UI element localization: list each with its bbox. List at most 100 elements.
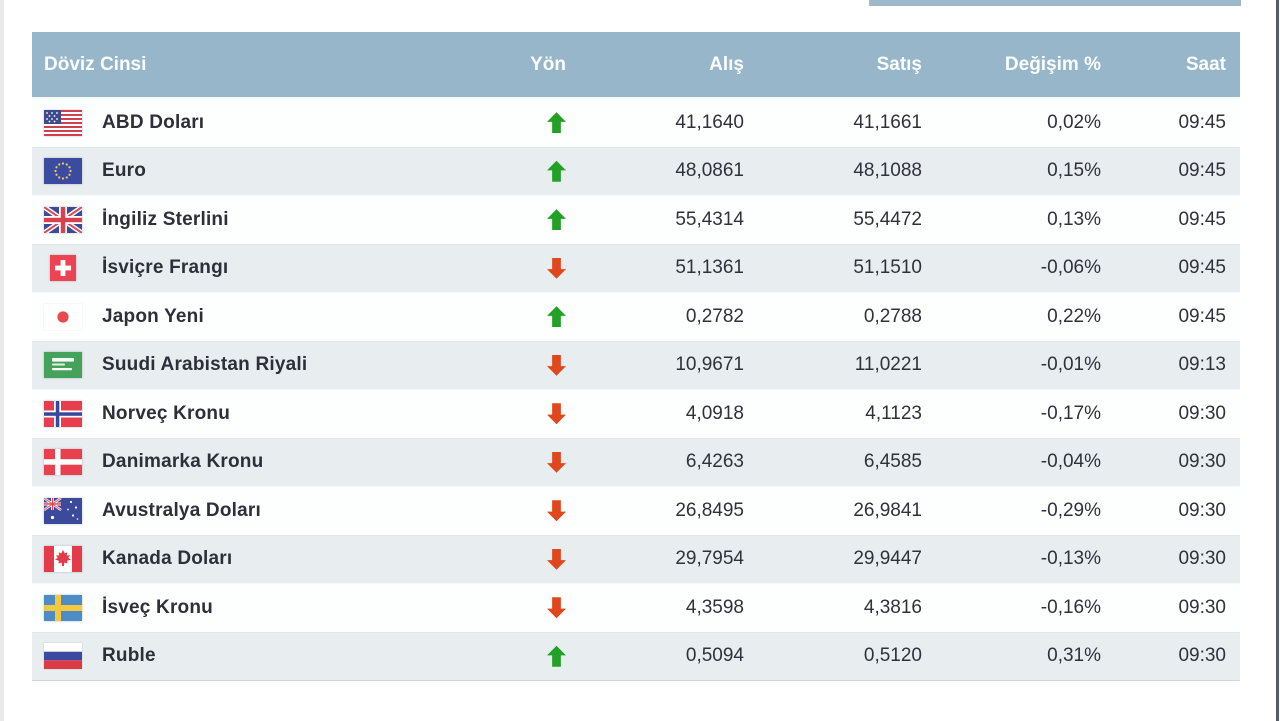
change-value: 0,15% bbox=[1047, 160, 1101, 182]
time-value: 09:30 bbox=[1178, 596, 1226, 618]
time-value: 09:45 bbox=[1178, 305, 1226, 327]
currency-name: ABD Doları bbox=[102, 111, 205, 133]
column-header-sell: Satış bbox=[876, 53, 922, 75]
change-value: 0,02% bbox=[1047, 111, 1101, 133]
flag-dk-icon bbox=[44, 449, 82, 476]
direction-arrow-icon bbox=[547, 597, 566, 619]
buy-value: 0,5094 bbox=[685, 645, 744, 667]
table-body: ABD Doları 41,1640 41,1661 0,02% 09:45 E… bbox=[32, 98, 1240, 680]
right-edge-divider bbox=[1276, 0, 1279, 721]
time-value: 09:30 bbox=[1178, 402, 1226, 424]
table-row[interactable]: Euro 48,0861 48,1088 0,15% 09:45 bbox=[32, 146, 1240, 195]
left-edge-strip bbox=[0, 0, 4, 721]
direction-arrow-icon bbox=[547, 500, 566, 522]
currency-name: İsveç Kronu bbox=[102, 596, 213, 618]
buy-value: 4,0918 bbox=[685, 402, 744, 424]
direction-arrow-icon bbox=[547, 548, 566, 570]
currency-name: Norveç Kronu bbox=[102, 402, 231, 424]
time-value: 09:30 bbox=[1178, 645, 1226, 667]
buy-value: 51,1361 bbox=[675, 257, 744, 279]
flag-au-icon bbox=[44, 497, 82, 524]
buy-value: 4,3598 bbox=[685, 596, 744, 618]
time-value: 09:13 bbox=[1178, 354, 1226, 376]
direction-arrow-icon bbox=[547, 645, 566, 667]
change-value: -0,01% bbox=[1040, 354, 1101, 376]
table-row[interactable]: Kanada Doları 29,7954 29,9447 -0,13% 09:… bbox=[32, 534, 1240, 583]
time-value: 09:30 bbox=[1178, 499, 1226, 521]
direction-arrow-icon bbox=[547, 160, 566, 182]
change-value: -0,16% bbox=[1040, 596, 1101, 618]
sell-value: 4,1123 bbox=[865, 402, 922, 424]
table-row[interactable]: İngiliz Sterlini 55,4314 55,4472 0,13% 0… bbox=[32, 195, 1240, 244]
column-header-buy: Alış bbox=[709, 53, 744, 75]
change-value: 0,31% bbox=[1047, 645, 1101, 667]
direction-arrow-icon bbox=[547, 257, 566, 279]
table-row[interactable]: İsviçre Frangı 51,1361 51,1510 -0,06% 09… bbox=[32, 243, 1240, 292]
column-header-time: Saat bbox=[1185, 53, 1226, 75]
buy-value: 0,2782 bbox=[685, 305, 744, 327]
table-row[interactable]: Japon Yeni 0,2782 0,2788 0,22% 09:45 bbox=[32, 292, 1240, 341]
column-header-direction: Yön bbox=[530, 53, 566, 75]
flag-se-icon bbox=[44, 594, 82, 621]
buy-value: 10,9671 bbox=[675, 354, 744, 376]
time-value: 09:45 bbox=[1178, 111, 1226, 133]
sell-value: 51,1510 bbox=[853, 257, 922, 279]
flag-sa-icon bbox=[44, 352, 82, 379]
table-row[interactable]: Ruble 0,5094 0,5120 0,31% 09:30 bbox=[32, 631, 1240, 680]
table-row[interactable]: Avustralya Doları 26,8495 26,9841 -0,29%… bbox=[32, 486, 1240, 535]
flag-no-icon bbox=[44, 400, 82, 427]
direction-arrow-icon bbox=[547, 354, 566, 376]
table-header-row: Döviz Cinsi Yön Alış Satış Değişim % Saa… bbox=[32, 32, 1240, 98]
flag-gb-icon bbox=[44, 206, 82, 233]
buy-value: 48,0861 bbox=[675, 160, 744, 182]
time-value: 09:30 bbox=[1178, 451, 1226, 473]
sell-value: 48,1088 bbox=[853, 160, 922, 182]
currency-name: İsviçre Frangı bbox=[102, 257, 229, 279]
currency-name: Kanada Doları bbox=[102, 548, 233, 570]
exchange-rate-table: Döviz Cinsi Yön Alış Satış Değişim % Saa… bbox=[32, 32, 1240, 681]
currency-name: İngiliz Sterlini bbox=[102, 208, 229, 230]
currency-name: Suudi Arabistan Riyali bbox=[102, 354, 308, 376]
flag-eu-icon bbox=[44, 158, 82, 185]
buy-value: 55,4314 bbox=[675, 208, 744, 230]
flag-ru-icon bbox=[44, 643, 82, 670]
table-row[interactable]: İsveç Kronu 4,3598 4,3816 -0,16% 09:30 bbox=[32, 583, 1240, 632]
flag-us-icon bbox=[44, 109, 82, 136]
change-value: -0,04% bbox=[1040, 451, 1101, 473]
sell-value: 6,4585 bbox=[863, 451, 922, 473]
currency-name: Avustralya Doları bbox=[102, 499, 261, 521]
buy-value: 41,1640 bbox=[675, 111, 744, 133]
buy-value: 26,8495 bbox=[675, 499, 744, 521]
currency-name: Danimarka Kronu bbox=[102, 451, 264, 473]
column-header-currency: Döviz Cinsi bbox=[44, 53, 147, 75]
column-header-change: Değişim % bbox=[1004, 53, 1101, 75]
sell-value: 26,9841 bbox=[853, 499, 922, 521]
change-value: -0,06% bbox=[1040, 257, 1101, 279]
direction-arrow-icon bbox=[547, 209, 566, 231]
table-row[interactable]: ABD Doları 41,1640 41,1661 0,02% 09:45 bbox=[32, 98, 1240, 147]
sell-value: 4,3816 bbox=[863, 596, 922, 618]
change-value: -0,13% bbox=[1040, 548, 1101, 570]
sell-value: 0,5120 bbox=[863, 645, 922, 667]
change-value: -0,29% bbox=[1040, 499, 1101, 521]
change-value: 0,22% bbox=[1047, 305, 1101, 327]
sell-value: 0,2788 bbox=[863, 305, 922, 327]
top-partial-bar bbox=[869, 0, 1241, 6]
table-row[interactable]: Norveç Kronu 4,0918 4,1123 -0,17% 09:30 bbox=[32, 389, 1240, 438]
flag-ca-icon bbox=[44, 546, 82, 573]
time-value: 09:45 bbox=[1178, 208, 1226, 230]
currency-name: Japon Yeni bbox=[102, 305, 204, 327]
change-value: 0,13% bbox=[1047, 208, 1101, 230]
currency-name: Ruble bbox=[102, 645, 156, 667]
direction-arrow-icon bbox=[547, 306, 566, 328]
sell-value: 29,9447 bbox=[853, 548, 922, 570]
time-value: 09:45 bbox=[1178, 160, 1226, 182]
time-value: 09:30 bbox=[1178, 548, 1226, 570]
flag-jp-icon bbox=[44, 303, 82, 330]
sell-value: 11,0221 bbox=[854, 354, 922, 376]
table-row[interactable]: Suudi Arabistan Riyali 10,9671 11,0221 -… bbox=[32, 340, 1240, 389]
table-row[interactable]: Danimarka Kronu 6,4263 6,4585 -0,04% 09:… bbox=[32, 437, 1240, 486]
direction-arrow-icon bbox=[547, 451, 566, 473]
buy-value: 29,7954 bbox=[675, 548, 744, 570]
flag-ch-icon bbox=[44, 255, 82, 282]
